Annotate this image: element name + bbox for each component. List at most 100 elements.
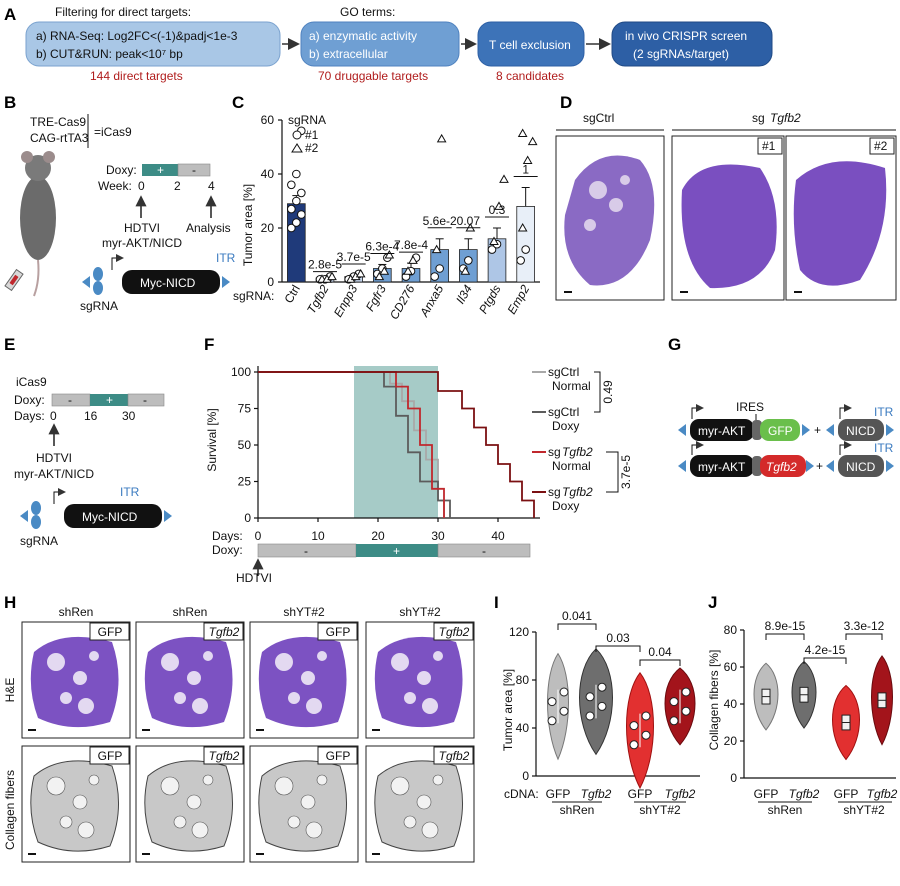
g-nicd-2: NICD xyxy=(846,460,876,474)
b-week-label: Week: xyxy=(98,179,132,193)
c-pvalue: 5.6e-2 xyxy=(423,214,457,228)
h-lesion xyxy=(300,794,316,810)
h-row-he: H&E xyxy=(3,678,17,703)
h-lesion xyxy=(432,774,444,786)
d-tissue-1 xyxy=(681,164,777,289)
j-x-tick-label: Tgfb2 xyxy=(867,787,898,801)
g-construct-nicd-2: NICD xyxy=(826,441,894,477)
f-legend-label-b: Doxy xyxy=(552,499,579,513)
c-point-triangle xyxy=(499,174,509,183)
d-tag-2: #2 xyxy=(874,139,888,153)
h-lesion xyxy=(46,776,66,796)
f-legend-label-b: Doxy xyxy=(552,419,579,433)
j-y-tick-label: 20 xyxy=(724,734,738,748)
c-x-tick-label: Ctrl xyxy=(281,283,302,306)
b-myr: myr-AKT/NICD xyxy=(102,236,182,250)
h-lesion xyxy=(186,794,202,810)
box1-line1: a) RNA-Seq: Log2FC<(-1)&padj<1e-3 xyxy=(36,29,238,43)
c-point-triangle xyxy=(384,249,395,259)
g-ires: IRES xyxy=(736,400,764,414)
h-lesion xyxy=(287,815,301,829)
f-legend-gene: Tgfb2 xyxy=(562,445,593,459)
c-pvalue: 0.3 xyxy=(489,203,506,217)
h-tag-box xyxy=(317,622,358,641)
h-tag-label: GFP xyxy=(98,625,123,639)
f-x-tick-label: 10 xyxy=(311,529,325,543)
g-gfp: GFP xyxy=(768,424,793,438)
h-lesion xyxy=(73,671,87,685)
i-y-tick-label: 120 xyxy=(509,625,529,639)
c-point-triangle xyxy=(522,155,533,164)
workflow-box-4: in vivo CRISPR screen (2 sgRNAs/target) xyxy=(611,21,773,67)
b-icas9: =iCas9 xyxy=(94,125,132,139)
box4-line1: in vivo CRISPR screen xyxy=(625,29,747,43)
panel-label-h: H xyxy=(4,593,16,612)
i-pvalue: 0.03 xyxy=(606,631,630,645)
h-tag-box xyxy=(89,746,130,765)
h-tag-box xyxy=(317,746,358,765)
d-sgtgfb2-prefix: sg xyxy=(752,111,765,125)
workflow-box-3: T cell exclusion 8 candidates xyxy=(477,21,585,83)
c-pvalue: 3.7e-5 xyxy=(337,250,371,264)
i-y-tick-label: 0 xyxy=(522,769,529,783)
h-lesion xyxy=(416,794,432,810)
c-point-triangle xyxy=(374,271,385,281)
c-point-triangle xyxy=(379,266,390,275)
box1-title: Filtering for direct targets: xyxy=(55,5,191,19)
b-sgrna: sgRNA xyxy=(80,299,118,313)
h-tag-box xyxy=(433,622,474,641)
j-group-label: shRen xyxy=(768,803,803,817)
i-sig-bracket xyxy=(595,645,641,652)
j-sig-bracket xyxy=(803,657,847,664)
i-point xyxy=(629,740,639,750)
panel-label-g: G xyxy=(668,335,681,354)
panel-label-i: I xyxy=(494,593,499,612)
i-group-label: shRen xyxy=(560,803,595,817)
d-tissue-2 xyxy=(793,161,887,286)
h-tag-label: Tgfb2 xyxy=(439,749,470,763)
f-pvalue-2: 3.7e-5 xyxy=(619,455,633,489)
b-construct: Myc-NICD xyxy=(82,254,230,295)
h-lesion xyxy=(422,698,438,714)
h-lesion xyxy=(88,774,100,786)
c-y-tick-label: 40 xyxy=(261,167,275,181)
e-day-16: 16 xyxy=(84,409,98,423)
f-bracket-2 xyxy=(606,451,619,493)
box2-line2: b) extracellular xyxy=(309,47,388,61)
b-doxy-off xyxy=(177,163,211,177)
i-point xyxy=(641,730,651,740)
c-point-triangle xyxy=(489,236,499,245)
i-point xyxy=(597,682,607,692)
syringe-icon xyxy=(4,268,24,292)
g-nicd-1: NICD xyxy=(846,424,876,438)
i-point xyxy=(681,706,691,716)
j-x-tick-label: GFP xyxy=(754,787,779,801)
c-x-tick-label: CD276 xyxy=(387,282,418,322)
h-tag-box xyxy=(203,622,244,641)
i-point xyxy=(547,716,557,726)
c-point-triangle xyxy=(460,266,471,275)
c-x-tick-label: Anxa5 xyxy=(417,282,447,320)
f-doxy-on xyxy=(356,544,438,557)
f-hdtvi: HDTVI xyxy=(236,571,272,585)
h-lesion xyxy=(306,698,322,714)
e-days-label: Days: xyxy=(14,409,45,423)
f-doxy-label: Doxy: xyxy=(212,543,243,557)
h-image-grid: shRenGFPGFPshRenTgfb2Tgfb2shYT#2GFPGFPsh… xyxy=(21,605,475,863)
c-point-circle xyxy=(521,245,530,254)
f-x-tick-label: 30 xyxy=(431,529,445,543)
i-x-prefix: cDNA: xyxy=(504,787,539,801)
f-ylabel: Survival [%] xyxy=(205,408,219,471)
h-tag-label: GFP xyxy=(98,749,123,763)
c-ylabel: Tumor area [%] xyxy=(241,184,255,266)
g-construct-nicd-1: NICD xyxy=(826,404,894,441)
box2-line1: a) enzymatic activity xyxy=(309,29,417,43)
panel-label-j: J xyxy=(708,593,717,612)
c-bar-chart: 0 20 40 60 Ctrl Tgfb2 2.8e-5 Enpp3 3.7e-5 Fgfr3 6.… xyxy=(261,113,540,322)
e-itr: ITR xyxy=(120,485,140,499)
h-lesion xyxy=(433,651,443,661)
b-doxy-on xyxy=(142,164,178,176)
e-hdtvi: HDTVI xyxy=(36,451,72,465)
h-lesion xyxy=(173,815,187,829)
